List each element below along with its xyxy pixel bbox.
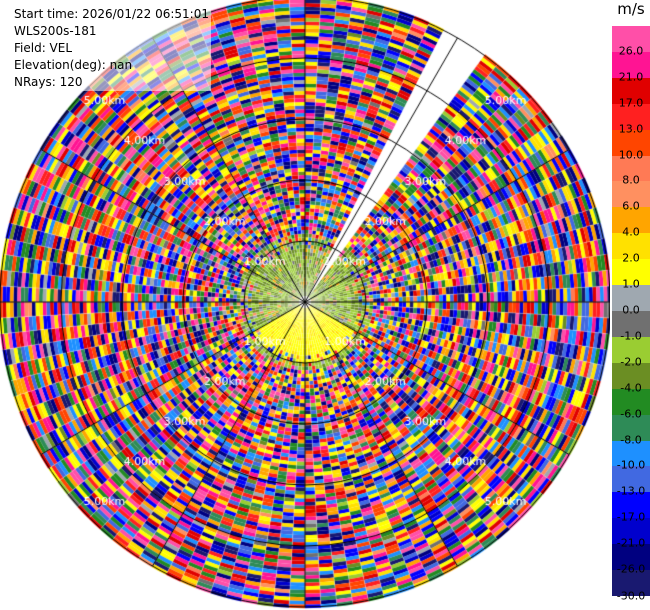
colorbar: m/s 26.0 21.0 17.0 13.0 10.0 8.0 6.0 4.0 2.0 1.0 0… (612, 0, 650, 610)
colorbar-bin (612, 285, 650, 312)
colorbar-bin (612, 51, 650, 79)
colorbar-bin (612, 336, 650, 364)
colorbar-bin (612, 414, 650, 442)
colorbar-bin (612, 518, 650, 545)
colorbar-tick-label: -1.0 (620, 329, 642, 343)
colorbar-bin (612, 181, 650, 208)
colorbar-tick-label: -2.0 (620, 355, 642, 369)
colorbar-tick-label: -4.0 (620, 381, 642, 395)
colorbar-tick-label: -26.0 (616, 562, 646, 576)
colorbar-bin (612, 207, 650, 234)
colorbar-tick-label: 10.0 (618, 148, 644, 162)
colorbar-tick-label: 21.0 (618, 70, 644, 84)
scan-info-panel: Start time: 2026/01/22 06:51:01 WLS200s-… (12, 6, 211, 91)
start-time-label: Start time: 2026/01/22 06:51:01 (14, 7, 209, 21)
colorbar-tick-label: 17.0 (618, 96, 644, 110)
colorbar-tick-label: 0.0 (622, 303, 640, 317)
colorbar-bin (612, 233, 650, 260)
colorbar-bin (612, 362, 650, 390)
colorbar-tick-label: 4.0 (622, 225, 640, 239)
elevation-label: Elevation(deg): nan (14, 58, 133, 72)
field-label: Field: VEL (14, 41, 73, 55)
colorbar-unit: m/s (617, 0, 645, 18)
colorbar-bin (612, 466, 650, 493)
colorbar-tick-label: -17.0 (616, 510, 646, 524)
colorbar-tick-label: 2.0 (622, 251, 640, 265)
colorbar-tick-label: -21.0 (616, 536, 646, 550)
colorbar-tick-label: -13.0 (616, 484, 646, 498)
colorbar-bin (612, 388, 650, 416)
colorbar-bin (612, 155, 650, 182)
colorbar-tick-label: -8.0 (620, 433, 642, 447)
colorbar-bin (612, 440, 650, 467)
colorbar-tick-label: -10.0 (616, 458, 646, 472)
colorbar-tick-label: 8.0 (622, 173, 640, 187)
colorbar-bin (612, 259, 650, 286)
colorbar-bin (612, 26, 650, 53)
colorbar-bin (612, 311, 650, 338)
colorbar-tick-label: 1.0 (622, 277, 640, 291)
colorbar-bin (612, 544, 650, 571)
nrays-label: NRays: 120 (14, 75, 83, 89)
colorbar-bin (612, 103, 650, 131)
colorbar-tick-label: 26.0 (618, 44, 644, 58)
colorbar-bin (612, 570, 650, 597)
colorbar-tick-label: 6.0 (622, 199, 640, 213)
colorbar-tick-label: -6.0 (620, 407, 642, 421)
ppi-velocity-plot (0, 0, 610, 610)
colorbar-bin (612, 77, 650, 105)
colorbar-tick-label: 13.0 (618, 122, 644, 136)
instrument-label: WLS200s-181 (14, 24, 97, 38)
colorbar-tick-label: -30.0 (616, 589, 646, 603)
colorbar-bin (612, 492, 650, 519)
colorbar-bin (612, 129, 650, 157)
